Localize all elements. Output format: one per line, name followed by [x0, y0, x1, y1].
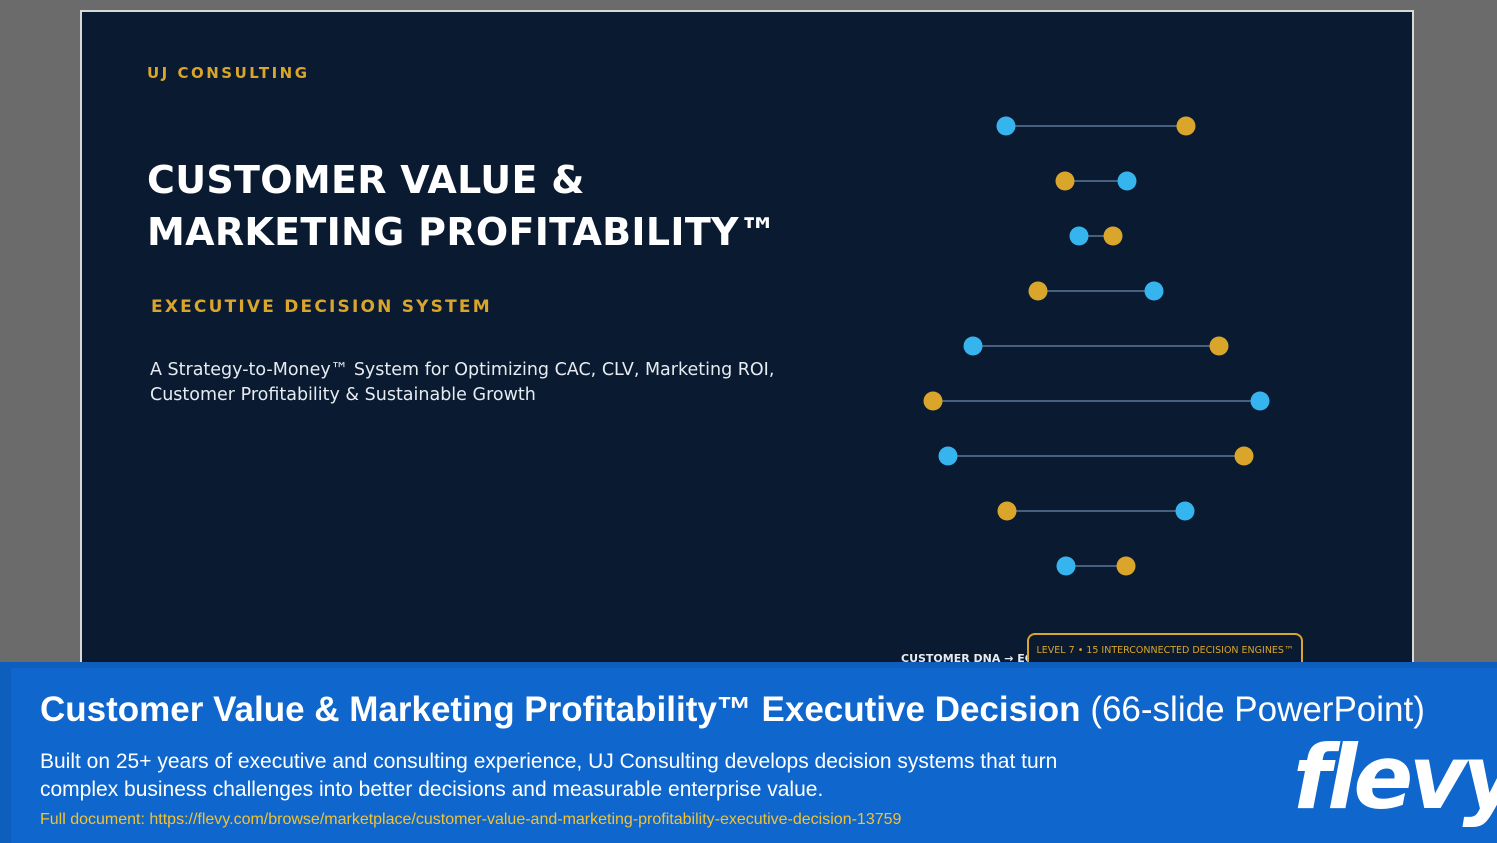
gold-dot: [1176, 116, 1196, 136]
slide-description-line-1: A Strategy-to-Money™ System for Optimizi…: [150, 360, 775, 380]
footer-banner: Customer Value & Marketing Profitability…: [0, 662, 1497, 843]
dumbbell-row: [996, 116, 1196, 136]
flevy-logo[interactable]: flevy: [1293, 726, 1497, 829]
gold-dot: [923, 391, 943, 411]
dumbbell-row: [997, 501, 1195, 521]
gold-dot: [997, 501, 1017, 521]
slide-description: A Strategy-to-Money™ System for Optimizi…: [150, 358, 830, 408]
blue-dot: [1144, 281, 1164, 301]
blue-dot: [1175, 501, 1195, 521]
dumbbell-row: [938, 446, 1254, 466]
blue-dot: [1250, 391, 1270, 411]
dumbbell-row: [963, 336, 1229, 356]
slide-title-line-2: MARKETING PROFITABILITY™: [147, 210, 778, 254]
slide-title-line-1: CUSTOMER VALUE &: [147, 158, 585, 202]
gold-dot: [1103, 226, 1123, 246]
dumbbell-row: [1069, 226, 1123, 246]
gold-dot: [1234, 446, 1254, 466]
document-description: Built on 25+ years of executive and cons…: [40, 750, 1058, 801]
blue-dot: [996, 116, 1016, 136]
blue-dot: [938, 446, 958, 466]
slide-subtitle: EXECUTIVE DECISION SYSTEM: [151, 297, 492, 317]
gold-dot: [1116, 556, 1136, 576]
slide-title: CUSTOMER VALUE & MARKETING PROFITABILITY…: [147, 154, 777, 258]
blue-dot: [1056, 556, 1076, 576]
dumbbell-row: [1056, 556, 1136, 576]
gold-dot: [1209, 336, 1229, 356]
blue-dot: [1117, 171, 1137, 191]
customer-dna-label: CUSTOMER DNA → ECO: [901, 652, 1043, 665]
dumbbell-row: [1055, 171, 1137, 191]
dna-dumbbell-graphic: [923, 116, 1270, 576]
slide-preview: UJ CONSULTING CUSTOMER VALUE & MARKETING…: [80, 10, 1414, 670]
document-title-main: Customer Value & Marketing Profitability…: [40, 690, 1081, 729]
footer-panel: Customer Value & Marketing Profitability…: [11, 668, 1497, 843]
document-slide-count: (66-slide PowerPoint): [1090, 690, 1425, 729]
document-title: Customer Value & Marketing Profitability…: [40, 690, 1425, 730]
slide-description-line-2: Customer Profitability & Sustainable Gro…: [150, 385, 536, 405]
gold-dot: [1028, 281, 1048, 301]
dumbbell-row: [923, 391, 1270, 411]
full-document-link[interactable]: Full document: https://flevy.com/browse/…: [40, 811, 902, 828]
brand-name: UJ CONSULTING: [147, 64, 310, 82]
blue-dot: [1069, 226, 1089, 246]
blue-dot: [963, 336, 983, 356]
dumbbell-row: [1028, 281, 1164, 301]
gold-dot: [1055, 171, 1075, 191]
